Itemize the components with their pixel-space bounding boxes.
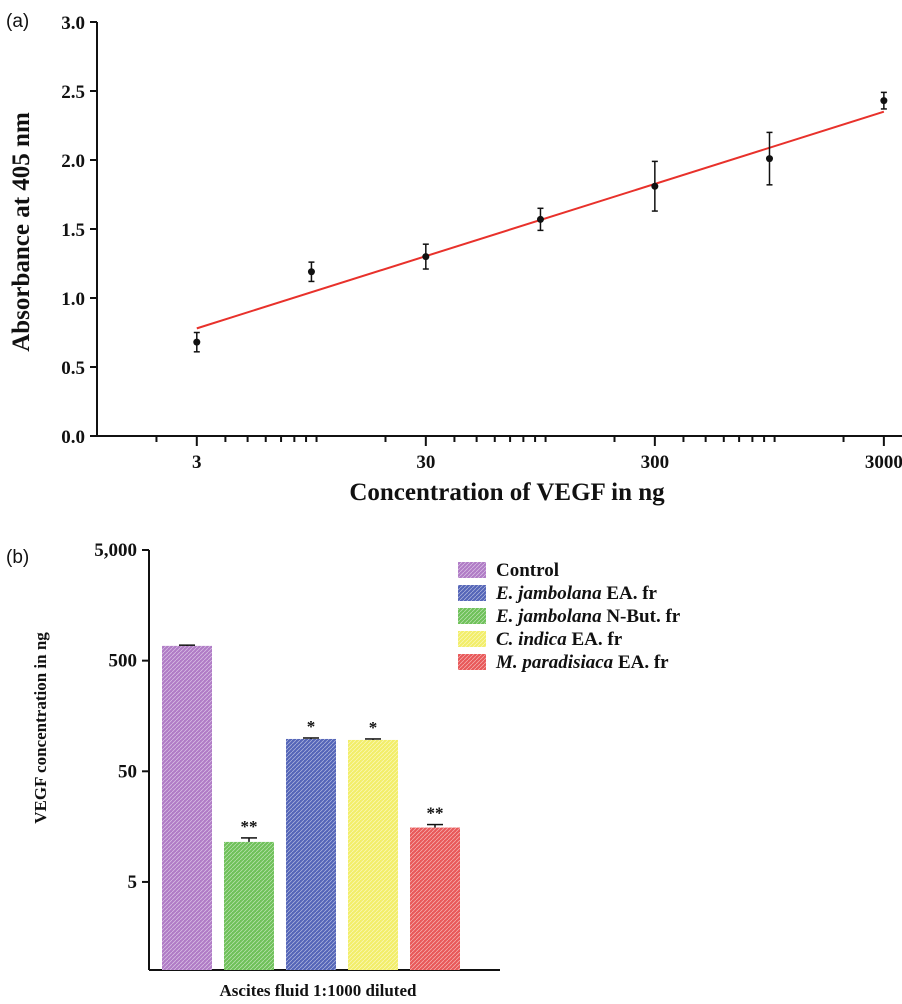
significance-label: **	[241, 817, 258, 836]
bar	[348, 739, 398, 970]
y-tick-label: 5,000	[94, 540, 137, 561]
legend-label: M. paradisiaca EA. fr	[495, 652, 669, 673]
significance-label: *	[369, 718, 378, 737]
bar-group: *	[348, 718, 398, 970]
bar	[410, 827, 460, 970]
legend-swatch	[458, 654, 486, 670]
legend-label: E. jambolana N-But. fr	[495, 606, 681, 627]
bars: *** ***	[162, 644, 460, 970]
legend-item: C. indica EA. fr	[458, 629, 623, 650]
panel-b-x-axis-title: Ascites fluid 1:1000 diluted	[220, 981, 417, 1000]
legend-item: E. jambolana N-But. fr	[458, 606, 681, 627]
point-marker	[880, 97, 888, 105]
x-tick-label: 3000	[865, 452, 902, 473]
bar-group	[162, 644, 212, 970]
significance-label: *	[307, 717, 316, 736]
panel-a-label: (a)	[6, 11, 29, 32]
y-tick-label: 3.0	[61, 13, 85, 34]
point-marker	[193, 338, 201, 346]
y-tick-label: 5	[128, 872, 138, 893]
legend-label: Control	[496, 560, 559, 581]
legend-item: E. jambolana EA. fr	[458, 583, 658, 604]
panel-b-y-ticks: 5 50 500 5,000	[94, 540, 149, 893]
panel-a: (a) 0.0 0.5 1.0 1.5 2.0 2.5 3.0 3 30 300 3000 Con…	[6, 11, 902, 506]
x-tick-label: 30	[416, 452, 435, 473]
data-point	[307, 261, 315, 283]
legend-swatch	[458, 585, 486, 601]
panel-a-y-axis-title: Absorbance at 405 nm	[8, 112, 35, 352]
legend-item: M. paradisiaca EA. fr	[458, 652, 669, 673]
legend-swatch	[458, 562, 486, 578]
y-tick-label: 0.0	[61, 427, 85, 448]
panel-b-y-axis-title: VEGF concentration in ng	[31, 632, 50, 824]
panel-a-y-ticks: 0.0 0.5 1.0 1.5 2.0 2.5 3.0	[61, 13, 97, 448]
panel-a-x-ticks: 3 30 300 3000	[155, 436, 902, 473]
data-point	[651, 160, 659, 212]
legend-swatch	[458, 608, 486, 624]
bar	[162, 645, 212, 970]
y-tick-label: 50	[118, 761, 137, 782]
legend-item: Control	[458, 560, 559, 581]
point-marker	[765, 155, 773, 163]
bar	[286, 738, 336, 970]
x-tick-label: 300	[641, 452, 670, 473]
bar-group: **	[410, 804, 460, 970]
point-marker	[651, 182, 659, 190]
point-marker	[307, 268, 315, 276]
y-tick-label: 500	[109, 651, 138, 672]
legend-label: E. jambolana EA. fr	[495, 583, 658, 604]
point-marker	[422, 253, 430, 261]
x-tick-label: 3	[192, 452, 202, 473]
significance-label: **	[427, 804, 444, 823]
y-tick-label: 1.0	[61, 289, 85, 310]
legend-label: C. indica EA. fr	[496, 629, 623, 650]
y-tick-label: 0.5	[61, 358, 85, 379]
panel-a-x-axis-title: Concentration of VEGF in ng	[349, 479, 665, 506]
data-points	[193, 91, 888, 353]
y-tick-label: 2.5	[61, 82, 85, 103]
legend-swatch	[458, 631, 486, 647]
bar-group: **	[224, 817, 274, 970]
data-point	[880, 91, 888, 110]
data-point	[193, 331, 201, 353]
y-tick-label: 1.5	[61, 220, 85, 241]
y-tick-label: 2.0	[61, 151, 85, 172]
data-point	[422, 243, 430, 270]
bar	[224, 841, 274, 970]
panel-b-label: (b)	[6, 547, 29, 568]
point-marker	[536, 215, 544, 223]
bar-group: *	[286, 717, 336, 970]
data-point	[536, 207, 544, 232]
data-point	[765, 131, 773, 186]
